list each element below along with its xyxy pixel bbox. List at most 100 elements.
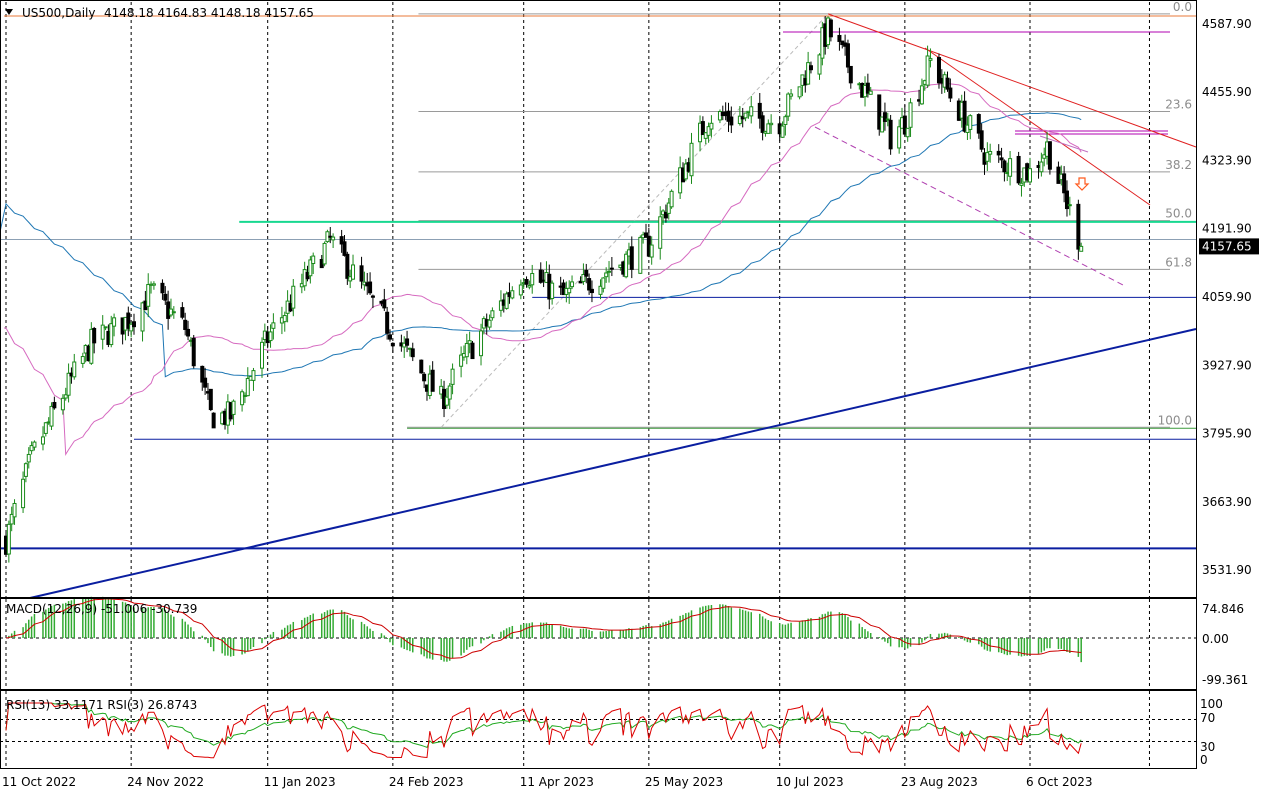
candle-body xyxy=(868,90,873,95)
candle-body xyxy=(132,321,136,328)
date-tick: 24 Feb 2023 xyxy=(389,775,464,789)
candle-body xyxy=(291,285,296,309)
candle-body xyxy=(331,236,336,241)
candle-body xyxy=(530,273,535,286)
candle-body xyxy=(649,244,654,258)
date-tick: 11 Jan 2023 xyxy=(264,775,336,789)
candle-body xyxy=(578,280,583,284)
candle-body xyxy=(769,122,774,126)
candle-body xyxy=(419,359,424,374)
candle-body xyxy=(945,77,950,90)
candle-body xyxy=(405,338,410,346)
symbol-label: US500,Daily xyxy=(22,6,95,20)
candle-body xyxy=(607,270,612,273)
candle-body xyxy=(32,441,37,448)
price-tick: 3927.90 xyxy=(1202,358,1252,372)
candle-body xyxy=(567,287,572,294)
candle-body xyxy=(737,115,742,125)
candle-body xyxy=(808,65,813,71)
price-tick: 4191.90 xyxy=(1202,222,1252,236)
candle-body xyxy=(644,232,648,238)
candle-body xyxy=(638,236,643,274)
price-tick: 3663.90 xyxy=(1202,495,1252,509)
candle-body xyxy=(72,361,77,378)
candle-body xyxy=(311,255,316,265)
candle-body xyxy=(988,150,993,155)
candle-body xyxy=(322,242,327,265)
rsi-tick: 100 xyxy=(1200,697,1223,711)
date-tick: 25 May 2023 xyxy=(645,775,723,789)
pane-frames xyxy=(0,0,1197,769)
rsi-pane[interactable]: RSI(13) 33.1171 RSI(3) 26.8743 100 70 30… xyxy=(0,691,1223,768)
candle-body xyxy=(1008,158,1013,177)
candle-body xyxy=(208,388,213,411)
candle-body xyxy=(183,319,188,330)
candle-body xyxy=(598,285,603,295)
candle-body xyxy=(410,348,415,358)
candle-body xyxy=(308,259,313,277)
candle-body xyxy=(112,317,117,327)
date-tick: 10 Jul 2023 xyxy=(776,775,844,789)
candle-body xyxy=(845,43,850,68)
candle-body xyxy=(479,330,484,357)
candle-body xyxy=(757,102,762,119)
date-axis[interactable]: 11 Oct 2022 24 Nov 2022 11 Jan 2023 24 F… xyxy=(2,775,1093,789)
candles xyxy=(4,16,1084,563)
candle-body xyxy=(962,100,967,132)
candle-body xyxy=(743,112,748,119)
candle-body xyxy=(786,93,791,117)
candle-body xyxy=(6,523,11,555)
fibonacci-retracement[interactable] xyxy=(407,13,1196,429)
candle-body xyxy=(339,236,344,245)
candle-body xyxy=(865,82,870,94)
candle-body xyxy=(9,513,14,525)
macd-signal-line xyxy=(5,598,1082,659)
collapse-triangle-icon[interactable] xyxy=(5,9,13,15)
horizontal-levels[interactable] xyxy=(0,15,1196,550)
candle-body xyxy=(726,110,731,122)
candle-body xyxy=(538,269,543,283)
candle-body xyxy=(345,253,350,279)
date-tick: 24 Nov 2022 xyxy=(127,775,204,789)
price-axis[interactable]: 4587.90 4455.90 4323.90 4191.90 4059.90 … xyxy=(1199,17,1259,577)
macd-pane[interactable]: MACD(12,26,9) -51.006 -30.739 74.846 0.0… xyxy=(0,596,1248,689)
rsi-tick: 70 xyxy=(1200,711,1215,725)
candle-body xyxy=(29,445,34,452)
candle-body xyxy=(504,293,509,309)
moving-average-mid xyxy=(4,82,1082,457)
price-pane[interactable]: 0.0 23.6 38.2 50.0 61.8 100.0 US500,Dail… xyxy=(0,0,1197,599)
candle-body xyxy=(897,126,902,149)
candle-body xyxy=(709,122,714,130)
candle-body xyxy=(928,58,933,61)
candle-body xyxy=(663,211,668,219)
resistance-trendline xyxy=(827,13,1197,148)
candle-body xyxy=(390,342,395,347)
candle-body xyxy=(1067,204,1072,207)
candle-body xyxy=(510,290,515,299)
candle-body xyxy=(23,463,28,477)
current-price-value: 4157.65 xyxy=(1202,239,1252,253)
candle-body xyxy=(180,307,185,318)
candle-body xyxy=(925,55,930,86)
candle-body xyxy=(1064,190,1069,210)
fib-label-23-6: 23.6 xyxy=(1165,97,1192,111)
candle-body xyxy=(370,295,375,298)
candle-body xyxy=(885,118,890,121)
price-tick: 4059.90 xyxy=(1202,290,1252,304)
candle-body xyxy=(1028,168,1032,183)
candle-body xyxy=(171,311,176,314)
candle-body xyxy=(979,130,984,150)
candle-body xyxy=(550,282,555,300)
rsi-tick: 0 xyxy=(1200,753,1208,767)
rsi-3-line xyxy=(5,702,1082,759)
candle-body xyxy=(624,253,629,278)
candle-body xyxy=(882,112,887,122)
candle-body xyxy=(524,279,529,285)
candle-body xyxy=(109,323,114,346)
macd-histogram xyxy=(0,596,1196,663)
candle-body xyxy=(52,401,57,409)
candle-body xyxy=(828,19,833,38)
candle-body xyxy=(200,365,205,383)
